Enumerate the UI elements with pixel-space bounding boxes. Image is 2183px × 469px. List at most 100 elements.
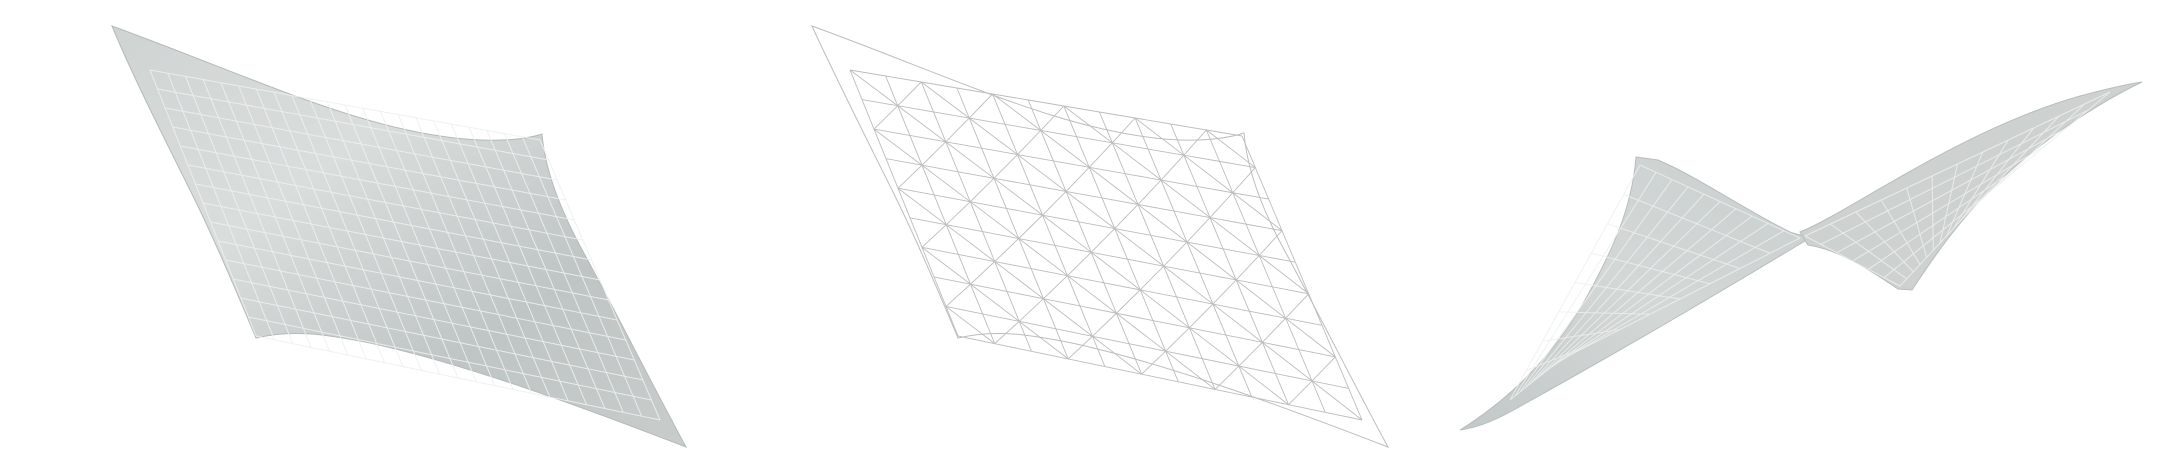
mesh-line — [165, 107, 558, 181]
mesh-diagonal — [1067, 335, 1093, 360]
mesh-diagonal — [1206, 129, 1256, 168]
wireframe-mesh-panel — [811, 25, 1390, 448]
mesh-diagonal — [897, 81, 922, 107]
mesh-diagonal — [873, 128, 923, 166]
mesh-diagonal — [1116, 289, 1141, 314]
mesh-line — [187, 164, 583, 241]
mesh-diagonal — [1090, 251, 1141, 291]
mesh-diagonal — [1258, 255, 1309, 295]
mesh-line — [897, 187, 1296, 263]
mesh-diagonal — [1235, 255, 1260, 281]
mesh-diagonal — [873, 105, 899, 130]
mesh-line — [225, 259, 626, 341]
mesh-diagonal — [1285, 293, 1309, 319]
mesh-diagonal — [1137, 204, 1188, 243]
mesh-diagonal — [1160, 154, 1185, 181]
mesh-line — [1623, 193, 1771, 254]
mesh-line — [1836, 127, 2067, 254]
mesh-line — [1804, 91, 2111, 237]
mesh-line — [957, 335, 1363, 421]
mesh-line — [1509, 359, 1561, 401]
mesh-diagonal — [1018, 214, 1043, 239]
mesh-line — [149, 69, 541, 141]
mesh-line — [920, 81, 1032, 352]
mesh-diagonal — [968, 93, 993, 119]
mesh-diagonal — [1160, 179, 1211, 218]
mesh-line — [1542, 329, 1621, 342]
mesh-diagonal — [1212, 279, 1237, 305]
mesh-line — [1591, 252, 1711, 285]
mesh-diagonal — [1232, 167, 1256, 194]
mesh-line — [1899, 199, 1981, 287]
mesh-line — [909, 217, 1309, 295]
mesh-line — [1063, 105, 1179, 382]
saddle-membrane-surface-right — [1799, 81, 2143, 291]
mesh-diagonal — [945, 141, 995, 179]
mesh-line — [849, 69, 959, 337]
mesh-diagonal — [1088, 142, 1113, 168]
mesh-diagonal — [970, 283, 1020, 322]
mesh-diagonal — [1042, 191, 1067, 216]
mesh-diagonal — [1111, 117, 1136, 144]
mesh-line — [180, 145, 575, 221]
mesh-diagonal — [969, 177, 995, 202]
mesh-diagonal — [945, 201, 971, 226]
mesh-diagonal — [1018, 238, 1068, 277]
mesh-line — [933, 276, 1336, 358]
mesh-diagonal — [1238, 342, 1263, 367]
mesh-diagonal — [1018, 298, 1044, 322]
mesh-diagonal — [897, 187, 947, 226]
mesh-line — [1820, 109, 2089, 245]
mesh-line — [1099, 111, 1216, 390]
mesh-line — [921, 246, 1323, 326]
mesh-diagonal — [1018, 320, 1069, 360]
mesh-diagonal — [993, 154, 1018, 179]
mesh-diagonal — [1209, 217, 1260, 256]
mesh-diagonal — [1186, 241, 1237, 281]
mesh-line — [195, 183, 592, 261]
mesh-line — [885, 75, 996, 344]
mesh-diagonal — [897, 164, 923, 189]
mesh-diagonal — [1186, 217, 1211, 243]
mesh-diagonal — [1189, 327, 1240, 367]
mesh-diagonal — [1258, 230, 1283, 256]
mesh-line — [873, 128, 1269, 200]
mesh-diagonal — [1311, 380, 1363, 421]
mesh-line — [1170, 123, 1289, 405]
mesh-line — [885, 158, 1283, 232]
mesh-diagonal — [1163, 241, 1188, 267]
mesh-line — [956, 87, 1069, 360]
mesh-diagonal — [1139, 265, 1165, 291]
wireframe-mesh-outline — [811, 25, 1390, 448]
mesh-diagonal — [1311, 356, 1336, 382]
mesh-line — [849, 69, 1243, 137]
mesh-line — [1883, 181, 2002, 279]
mesh-line — [218, 240, 618, 321]
mesh-diagonal — [945, 306, 996, 344]
mesh-line — [172, 126, 566, 201]
mesh-diagonal — [1288, 380, 1313, 406]
mesh-line — [1558, 311, 1651, 315]
mesh-line — [1205, 129, 1326, 413]
mesh-diagonal — [1065, 166, 1090, 192]
mesh-diagonal — [1017, 154, 1067, 192]
saddle-membrane-surface-left — [1459, 156, 1816, 431]
mesh-line — [1639, 164, 1801, 239]
mesh-line — [1574, 282, 1681, 300]
mesh-line — [1607, 223, 1741, 269]
mesh-diagonal — [1232, 192, 1283, 232]
mesh-diagonal — [969, 117, 1018, 155]
mesh-diagonal — [994, 321, 1020, 344]
mesh-diagonal — [1262, 317, 1286, 343]
mesh-line — [1526, 344, 1591, 372]
saddle-membrane-grid — [1509, 91, 2111, 401]
mesh-diagonal — [1090, 228, 1116, 253]
mesh-diagonal — [1285, 317, 1336, 358]
mesh-diagonal — [897, 105, 947, 143]
mesh-line — [1134, 117, 1253, 398]
mesh-diagonal — [1238, 365, 1289, 406]
mesh-diagonal — [1183, 154, 1234, 194]
mesh-diagonal — [1134, 117, 1185, 156]
mesh-diagonal — [1067, 252, 1092, 277]
